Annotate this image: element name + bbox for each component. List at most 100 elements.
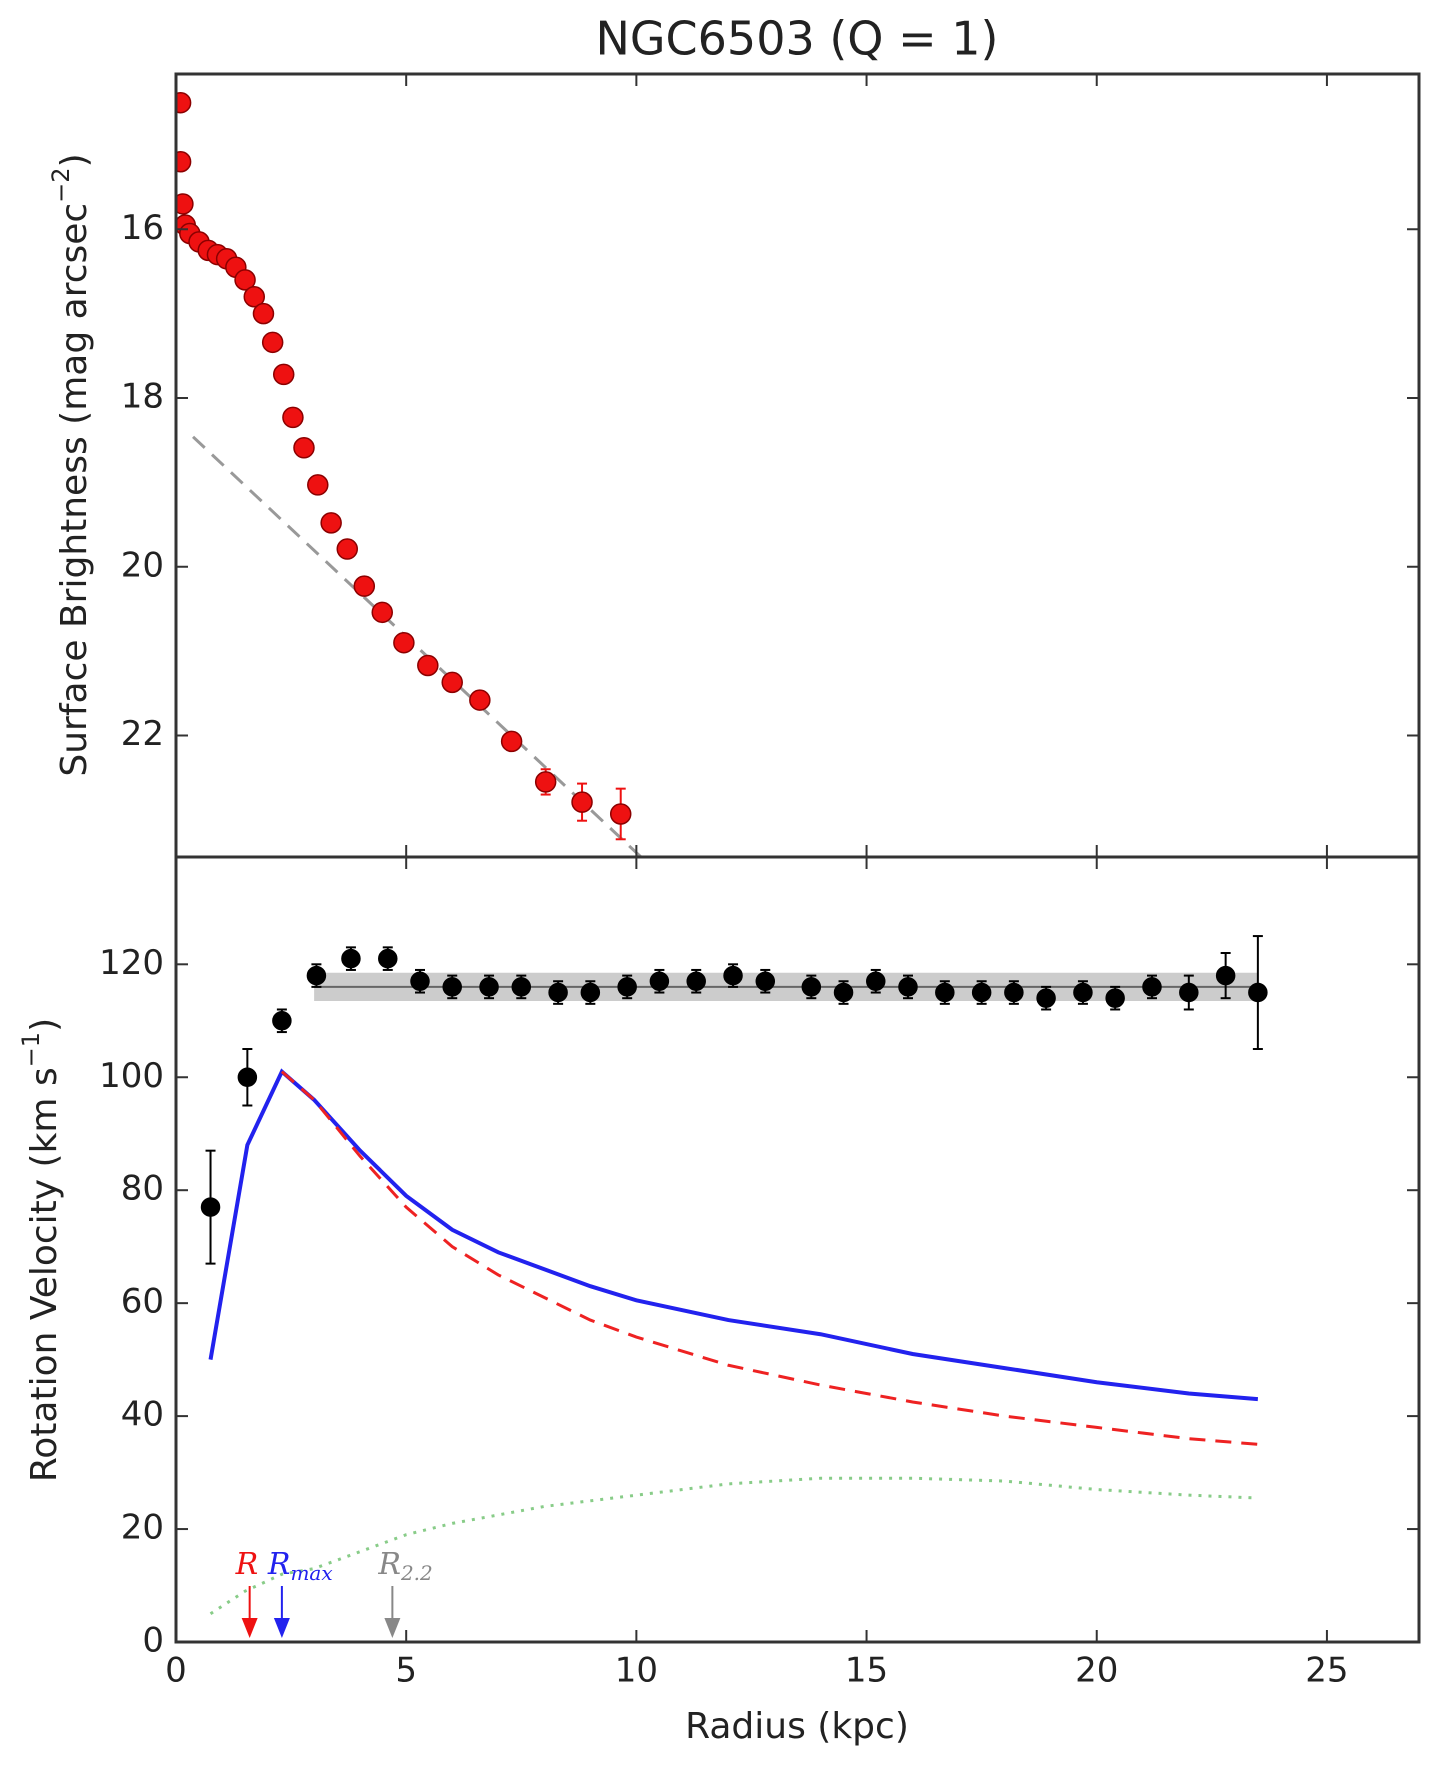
point [176, 91, 192, 114]
point [252, 302, 275, 325]
y-tick-label: 80 [121, 1169, 164, 1209]
line [209, 1476, 1258, 1616]
annotation-text: R [235, 1547, 259, 1582]
y-tick-label: 120 [99, 943, 164, 983]
x-tick-label: 20 [1075, 1651, 1118, 1691]
y-label-sup: −1 [17, 1032, 45, 1067]
annotation: R2.2 [377, 1547, 432, 1585]
point [200, 1197, 221, 1217]
line [280, 1070, 1258, 1446]
point [1179, 982, 1199, 1003]
point [469, 689, 491, 711]
point [548, 982, 568, 1003]
point [237, 1067, 258, 1088]
y-label-tail: ) [54, 153, 95, 167]
line [192, 435, 643, 857]
point [866, 971, 886, 991]
point [417, 654, 439, 677]
y-label-tail: ) [24, 1018, 65, 1032]
point [272, 363, 295, 386]
point [649, 971, 670, 991]
point [353, 575, 376, 597]
annotation: R [235, 1547, 259, 1582]
y-label-sup: −2 [47, 167, 75, 202]
point [282, 406, 304, 429]
point [755, 971, 776, 991]
point [393, 631, 415, 654]
point [306, 965, 327, 986]
plot-area [176, 91, 643, 857]
point [410, 971, 430, 991]
point [1248, 982, 1268, 1003]
point [511, 977, 532, 997]
x-tick-label: 5 [395, 1651, 417, 1691]
point [371, 601, 393, 624]
point [971, 982, 992, 1003]
x-tick-label: 10 [615, 1651, 658, 1691]
chart-title: NGC6503 (Q = 1) [595, 12, 998, 66]
y-tick-label: 60 [121, 1282, 164, 1322]
point [534, 771, 557, 793]
arrow-head [273, 1618, 290, 1638]
point [378, 948, 398, 969]
point [580, 982, 601, 1003]
point [1004, 982, 1024, 1003]
point [833, 982, 854, 1003]
point [1215, 965, 1236, 986]
point [609, 803, 632, 825]
point [272, 1011, 292, 1031]
point [320, 512, 342, 534]
point [341, 948, 361, 969]
point [500, 730, 523, 753]
line [208, 1068, 1259, 1402]
point [243, 286, 266, 308]
point [307, 474, 329, 496]
y-tick-label: 20 [121, 545, 164, 585]
point [176, 193, 194, 215]
plot-area [176, 935, 1268, 1642]
annotation-sub: max [290, 1561, 332, 1585]
y-label-text: Rotation Velocity (km s [24, 1067, 65, 1482]
annotation-text: R [267, 1547, 291, 1582]
point [571, 791, 593, 813]
arrow-head [241, 1618, 258, 1638]
x-tick-label: 15 [845, 1651, 888, 1691]
point [617, 977, 637, 997]
x-axis-label: Radius (kpc) [685, 1706, 909, 1747]
point [176, 151, 192, 173]
point [1073, 982, 1093, 1003]
y-axis-label: Surface Brightness (mag arcsec−2) [47, 153, 95, 776]
point [442, 977, 462, 997]
point [686, 971, 706, 991]
point [479, 977, 499, 997]
frame [174, 855, 1421, 1644]
y-tick-label: 100 [99, 1056, 164, 1096]
y-tick-label: 18 [121, 377, 164, 417]
y-axis-label: Rotation Velocity (km s−1) [17, 1018, 65, 1482]
x-tick-label: 0 [165, 1651, 187, 1691]
y-tick-label: 40 [121, 1395, 164, 1435]
y-tick-label: 22 [121, 714, 164, 754]
point [261, 331, 284, 354]
point [336, 538, 359, 560]
y-tick-label: 16 [121, 208, 164, 248]
point [1036, 988, 1056, 1008]
point [234, 269, 256, 291]
point [898, 977, 918, 997]
y-tick-label: 0 [142, 1621, 164, 1661]
y-tick-label: 20 [121, 1508, 164, 1548]
arrow-head [384, 1618, 401, 1638]
point [935, 982, 955, 1003]
frame [174, 72, 1421, 859]
point [293, 437, 315, 459]
point [801, 977, 822, 997]
point [1142, 977, 1162, 997]
x-tick-label: 25 [1305, 1651, 1348, 1691]
point [441, 671, 463, 694]
point [1105, 988, 1125, 1008]
annotation-sub: 2.2 [400, 1561, 433, 1585]
y-label-text: Surface Brightness (mag arcsec [54, 203, 95, 777]
annotation: Rmax [267, 1547, 333, 1585]
